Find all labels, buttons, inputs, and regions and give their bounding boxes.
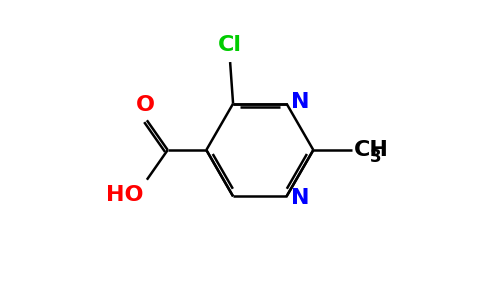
Text: 3: 3 (370, 148, 381, 166)
Text: CH: CH (353, 140, 388, 160)
Text: HO: HO (106, 185, 144, 205)
Text: N: N (291, 92, 309, 112)
Text: O: O (136, 95, 155, 115)
Text: N: N (291, 188, 309, 208)
Text: Cl: Cl (218, 34, 242, 55)
